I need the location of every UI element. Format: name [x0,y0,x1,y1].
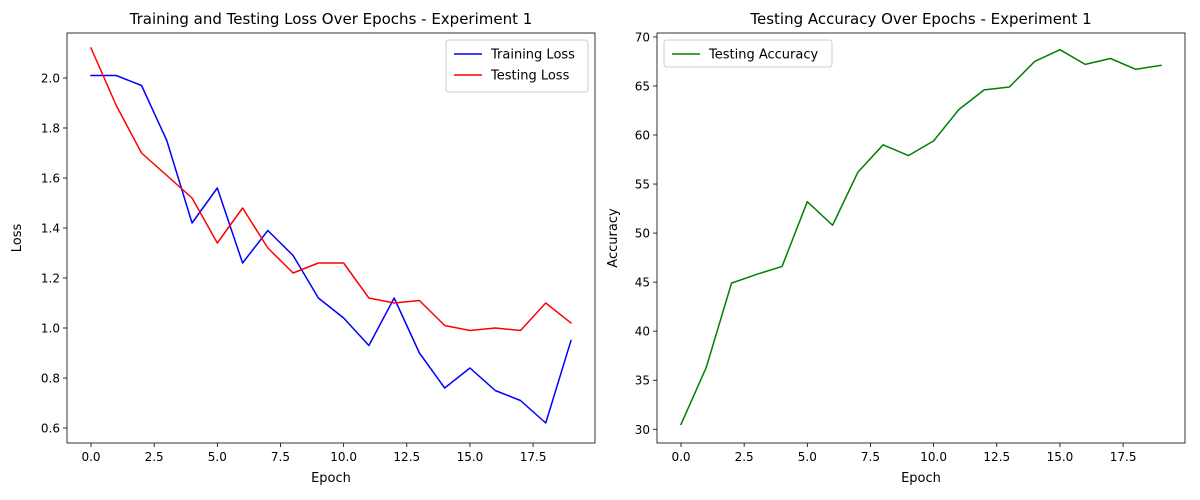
x-tick-label: 10.0 [920,450,947,464]
x-tick-label: 15.0 [457,450,484,464]
x-axis-label: Epoch [311,471,351,486]
y-tick-label: 1.6 [41,172,60,186]
legend-box [445,39,589,93]
x-tick-label: 15.0 [1047,450,1074,464]
plot-area-frame [656,32,1186,444]
legend-label: Testing Accuracy [708,48,818,63]
legend: Training Loss Testing Loss [445,39,589,93]
x-tick-label: 7.5 [271,450,290,464]
y-tick-label: 70 [635,30,650,44]
y-tick-label: 1.2 [41,272,60,286]
series-line-training-loss [90,74,572,424]
y-tick-label: 65 [635,79,650,93]
x-tick-label: 0.0 [81,450,100,464]
x-axis-label: Epoch [901,471,941,486]
legend-label: Training Loss [490,48,575,63]
y-tick-label: 35 [635,374,650,388]
legend: Testing Accuracy [663,39,833,68]
legend-box [663,39,833,68]
x-tick-label: 2.5 [735,450,754,464]
y-tick-label: 45 [635,276,650,290]
y-tick-label: 1.0 [41,322,60,336]
chart-title: Training and Testing Loss Over Epochs - … [129,10,533,28]
y-tick-label: 0.8 [41,372,60,386]
chart-title: Testing Accuracy Over Epochs - Experimen… [749,10,1091,28]
x-tick-label: 12.5 [393,450,420,464]
x-tick-label: 0.0 [671,450,690,464]
x-tick-label: 5.0 [798,450,817,464]
x-tick-label: 12.5 [983,450,1010,464]
y-tick-label: 40 [635,325,650,339]
series-line-testing-accuracy [680,48,1162,426]
y-tick-label: 1.8 [41,122,60,136]
legend-label: Testing Loss [490,69,570,84]
y-tick-label: 2.0 [41,72,60,86]
y-axis-label: Loss [10,224,25,253]
x-tick-label: 5.0 [208,450,227,464]
plot-area-frame [66,32,596,444]
x-tick-label: 7.5 [861,450,880,464]
y-tick-label: 30 [635,423,650,437]
series-line-testing-loss [90,47,573,332]
y-tick-label: 0.6 [41,422,60,436]
y-axis-label: Accuracy [606,208,621,268]
x-tick-label: 17.5 [1110,450,1137,464]
chart-panel-2: Testing Accuracy Over Epochs - Experimen… [606,10,1186,486]
x-tick-label: 2.5 [145,450,164,464]
y-tick-label: 1.4 [41,222,60,236]
y-tick-label: 60 [635,129,650,143]
y-tick-label: 55 [635,178,650,192]
x-tick-label: 17.5 [520,450,547,464]
x-tick-label: 10.0 [330,450,357,464]
chart-panel-1: Training and Testing Loss Over Epochs - … [10,10,596,486]
y-tick-label: 50 [635,227,650,241]
